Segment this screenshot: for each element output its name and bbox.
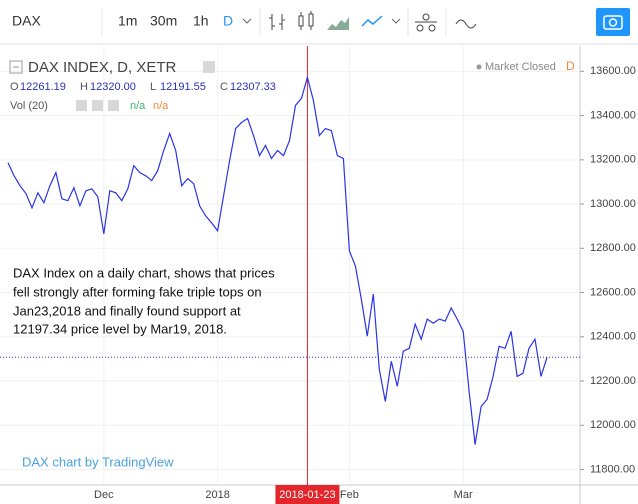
interval[interactable]: 1h (193, 13, 209, 29)
settings-icon[interactable] (203, 61, 215, 73)
crosshair-label-box (275, 485, 340, 504)
annotation-line: fell strongly after forming fake triple … (13, 284, 262, 299)
status-dot (476, 64, 482, 70)
area-icon[interactable] (327, 17, 349, 30)
settings-icon[interactable] (92, 100, 103, 111)
dropdown-icon[interactable] (391, 18, 401, 24)
ohlc-legend: O 12261.19 H 12320.00 L 12191.55 C 12307.33 (10, 81, 276, 93)
camera-icon[interactable] (603, 15, 623, 30)
y-tick-label: 12800.00 (590, 242, 636, 254)
indicators-icon[interactable] (415, 13, 437, 32)
price-line (7, 74, 548, 445)
compare-icon[interactable] (455, 19, 477, 29)
y-tick-label: 13400.00 (590, 109, 636, 121)
interval[interactable]: 30m (150, 13, 177, 29)
y-tick-label: 11800.00 (590, 463, 635, 475)
chart-title: DAX INDEX, D, XETR (28, 59, 177, 76)
snapshot-button[interactable] (596, 8, 630, 36)
remove-icon[interactable] (108, 100, 119, 111)
bars-icon[interactable] (269, 14, 285, 30)
visibility-icon[interactable] (76, 100, 87, 111)
annotation-line: Jan23,2018 and finally found support at (13, 303, 241, 318)
y-tick-label: 13600.00 (590, 65, 636, 77)
interval[interactable]: 1m (118, 13, 137, 29)
ohlc-value: 12320.00 (90, 81, 136, 93)
y-tick-label: 12200.00 (590, 375, 636, 387)
volume-value: n/a (130, 100, 146, 112)
grid: 11800.00 12000.00 12200.00 12400.00 12600.00… (0, 46, 636, 485)
ohlc-value: 12191.55 (160, 81, 206, 93)
x-tick-label: 2018 (205, 489, 229, 501)
annotation: DAX Index on a daily chart, shows that p… (13, 265, 275, 336)
x-tick-label: Feb (340, 489, 359, 501)
ohlc-key: L (150, 81, 156, 93)
plot (0, 46, 580, 485)
y-tick-label: 12400.00 (590, 331, 636, 343)
ohlc-key: O (10, 81, 19, 93)
x-tick-label: Dec (94, 489, 114, 501)
crosshair-label: 2018-01-23 (279, 489, 335, 501)
collapse-icon[interactable] (9, 60, 23, 74)
y-tick-label: 12000.00 (590, 419, 636, 431)
y-tick-label: 13200.00 (590, 154, 636, 166)
interval-active[interactable]: D (223, 13, 233, 29)
y-tick-label: 12600.00 (590, 286, 636, 298)
status-badge: D (566, 59, 575, 73)
annotation-line: 12197.34 price level by Mar19, 2018. (13, 321, 227, 336)
symbol[interactable]: DAX (12, 13, 41, 29)
dropdown-icon[interactable] (242, 18, 252, 24)
ohlc-key: H (80, 81, 88, 93)
line-icon[interactable] (361, 15, 383, 27)
volume-label: Vol (20) (10, 100, 48, 112)
market-status: Market Closed (485, 61, 556, 73)
annotation-line: DAX Index on a daily chart, shows that p… (13, 265, 275, 280)
ohlc-value: 12307.33 (230, 81, 276, 93)
candles-icon[interactable] (298, 11, 314, 30)
ohlc-value: 12261.19 (20, 81, 66, 93)
x-tick-label: Mar (454, 489, 473, 501)
volume-value: n/a (153, 100, 169, 112)
y-tick-label: 13000.00 (590, 198, 636, 210)
toolbar (0, 0, 638, 44)
credit[interactable]: DAX chart by TradingView (22, 454, 174, 469)
ohlc-key: C (220, 81, 228, 93)
